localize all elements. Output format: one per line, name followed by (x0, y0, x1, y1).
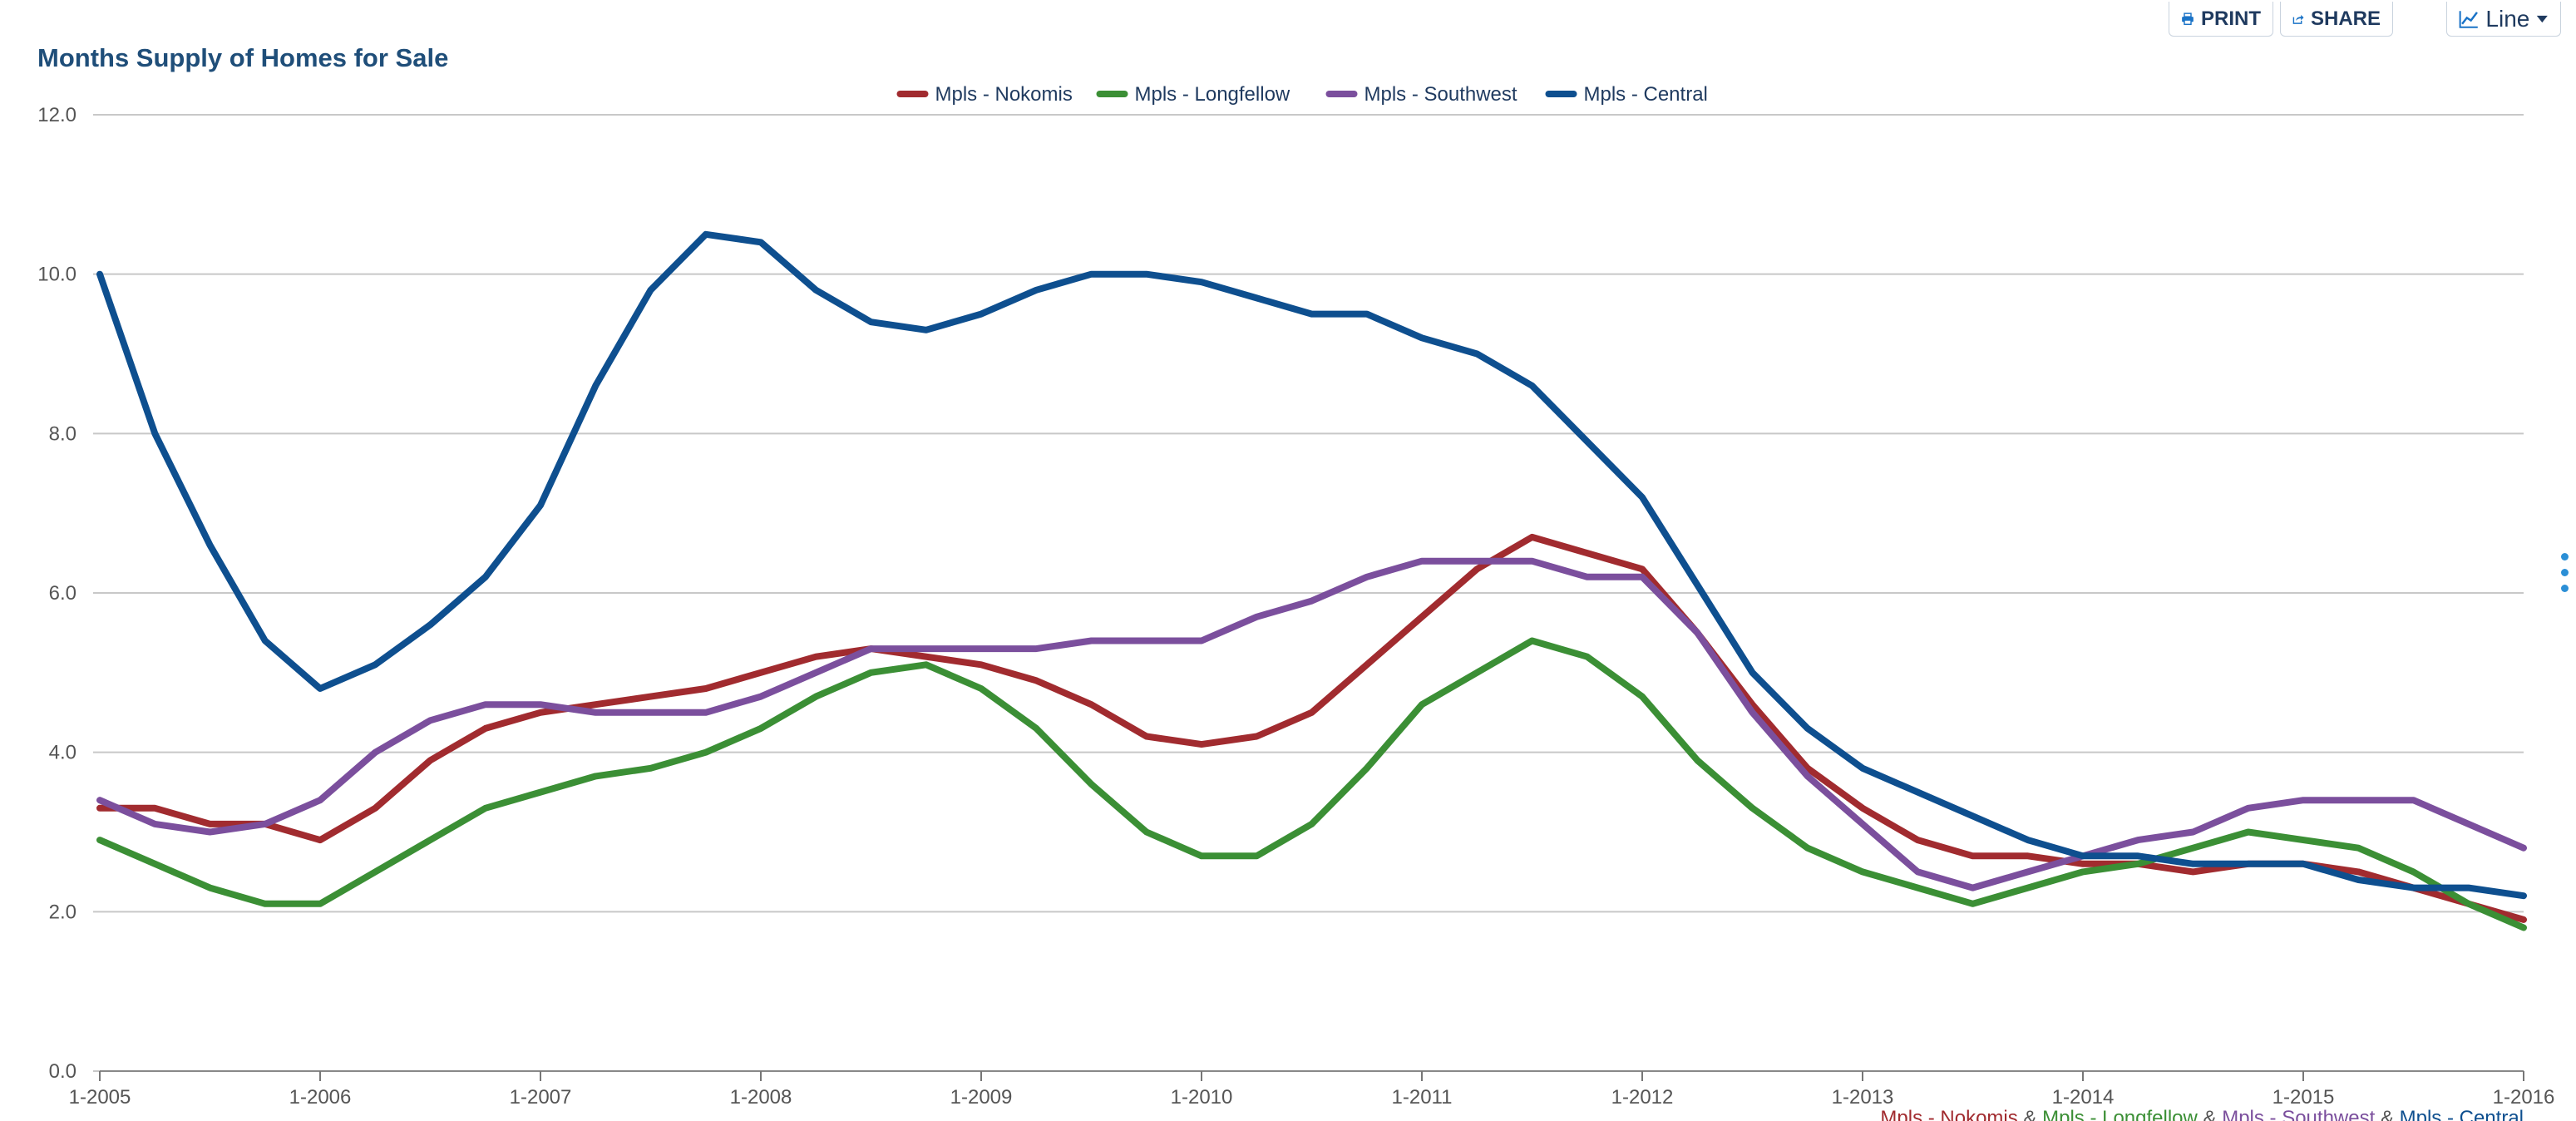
y-tick-label: 10.0 (37, 264, 76, 286)
y-tick-label: 6.0 (49, 582, 76, 605)
x-tick-label: 1-2016 (2493, 1086, 2555, 1109)
x-tick-label: 1-2007 (510, 1086, 572, 1109)
share-button[interactable]: SHARE (2280, 2, 2393, 37)
printer-icon (2182, 12, 2194, 25)
share-icon (2292, 14, 2304, 24)
x-tick-label: 1-2006 (289, 1086, 352, 1109)
x-tick-label: 1-2008 (730, 1086, 792, 1109)
y-tick-label: 0.0 (49, 1060, 76, 1083)
y-tick-label: 8.0 (49, 422, 76, 445)
line-chart-icon (2459, 10, 2478, 28)
legend-item[interactable]: Mpls - Central (1545, 83, 1708, 106)
x-tick-label: 1-2010 (1171, 1086, 1233, 1109)
footer-separator: & (2018, 1107, 2042, 1121)
dot-icon (2561, 569, 2569, 576)
footer-series-name: Mpls - Central (2400, 1107, 2524, 1121)
legend: Mpls - Nokomis Mpls - Longfellow Mpls - So… (896, 83, 1708, 106)
series-line-mpls-central[interactable] (96, 230, 2527, 900)
legend-label: Mpls - Central (1584, 83, 1708, 106)
chevron-down-icon (2537, 15, 2549, 22)
x-axis: 1-2005 1-2006 1-2007 1-2008 1-2009 1-2010 1-20… (69, 1070, 2555, 1109)
footer-series-name: Mpls - Nokomis (1880, 1107, 2017, 1121)
x-tick-label: 1-2011 (1392, 1086, 1453, 1109)
x-tick-label: 1-2009 (950, 1086, 1013, 1109)
x-tick-label: 1-2012 (1611, 1086, 1674, 1109)
x-tick-label: 1-2014 (2052, 1086, 2115, 1109)
y-tick-label: 2.0 (49, 901, 76, 923)
print-button[interactable]: PRINT (2169, 2, 2273, 37)
legend-item[interactable]: Mpls - Nokomis (896, 83, 1073, 106)
x-tick-label: 1-2015 (2273, 1086, 2335, 1109)
legend-label: Mpls - Nokomis (935, 83, 1073, 106)
legend-item[interactable]: Mpls - Southwest (1325, 83, 1517, 106)
grid-lines (93, 114, 2524, 1072)
x-tick-label: 1-2005 (69, 1086, 131, 1109)
share-label: SHARE (2310, 7, 2381, 30)
y-tick-label: 12.0 (37, 104, 76, 126)
x-tick-label: 1-2013 (1832, 1086, 1894, 1109)
dot-icon (2561, 553, 2569, 560)
y-tick-label: 4.0 (49, 742, 76, 764)
legend-item[interactable]: Mpls - Longfellow (1096, 83, 1290, 106)
chart-type-dropdown[interactable]: Line (2446, 2, 2561, 37)
series-line-mpls-longfellow[interactable] (96, 637, 2527, 931)
print-label: PRINT (2201, 7, 2261, 30)
plot-series (96, 230, 2527, 931)
footer-series-name: Mpls - Southwest (2222, 1107, 2375, 1121)
dot-icon (2561, 585, 2569, 592)
footer-note: Mpls - Nokomis & Mpls - Longfellow & Mpl… (1880, 1107, 2524, 1121)
y-axis: 0.0 2.0 4.0 6.0 8.0 10.0 12.0 (37, 104, 76, 1083)
more-options-handle[interactable] (2561, 553, 2571, 600)
chart-title: Months Supply of Homes for Sale (37, 43, 449, 72)
footer-series-name: Mpls - Longfellow (2042, 1107, 2198, 1121)
series-line-mpls-southwest[interactable] (96, 557, 2527, 891)
footer-separator: & (2375, 1107, 2399, 1121)
chart-type-label: Line (2485, 5, 2530, 32)
legend-label: Mpls - Longfellow (1135, 83, 1290, 106)
footer-separator: & (2198, 1107, 2222, 1121)
legend-label: Mpls - Southwest (1364, 83, 1517, 106)
